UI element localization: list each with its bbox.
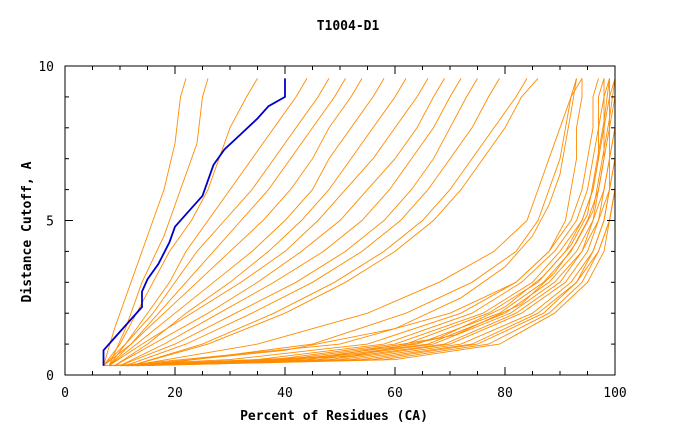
model-line-m09	[114, 78, 407, 367]
series-layer	[103, 78, 616, 367]
x-tick-label-60: 60	[387, 386, 403, 401]
model-line-m03	[103, 78, 258, 366]
model-line-m10	[108, 78, 429, 367]
x-tick-label-80: 80	[497, 386, 513, 401]
highlight-model-line	[102, 78, 286, 366]
x-tick-label-0: 0	[61, 386, 69, 401]
y-axis-label: Distance Cutoff, A	[20, 161, 35, 302]
model-line-m04	[108, 78, 308, 366]
y-tick-label-10: 10	[38, 60, 54, 75]
model-line-m07	[103, 78, 363, 367]
chart-title: T1004-D1	[317, 19, 380, 34]
model-line-m14	[125, 78, 500, 367]
model-line-c07	[119, 78, 616, 367]
ticks-layer: 0 20 40 60 80 100 0 5 10	[38, 60, 626, 401]
model-line-c03	[108, 78, 605, 367]
model-line-m11	[114, 78, 445, 367]
x-tick-label-100: 100	[603, 386, 626, 401]
model-line-c18	[119, 78, 583, 367]
model-line-c20	[125, 78, 616, 367]
model-line-m12	[119, 78, 462, 367]
x-tick-label-40: 40	[277, 386, 293, 401]
model-line-m13	[119, 78, 478, 367]
model-line-m02	[108, 78, 209, 366]
x-axis-label: Percent of Residues (CA)	[240, 409, 428, 424]
model-line-c06	[119, 78, 616, 367]
model-line-m16	[130, 78, 539, 367]
x-tick-label-20: 20	[167, 386, 183, 401]
y-tick-label-5: 5	[46, 215, 54, 230]
model-line-m15	[130, 78, 528, 367]
model-line-c02	[108, 78, 605, 367]
model-line-c01	[103, 78, 599, 367]
model-line-m08	[108, 78, 385, 367]
y-tick-label-0: 0	[46, 369, 54, 384]
model-line-m01	[103, 78, 187, 366]
model-line-c17	[147, 78, 577, 367]
model-line-c16	[130, 78, 583, 367]
model-line-c15	[130, 78, 577, 367]
model-line-m06	[108, 78, 346, 367]
highlight-layer	[102, 78, 286, 366]
model-line-c19	[114, 78, 610, 367]
model-line-m05	[103, 78, 330, 367]
